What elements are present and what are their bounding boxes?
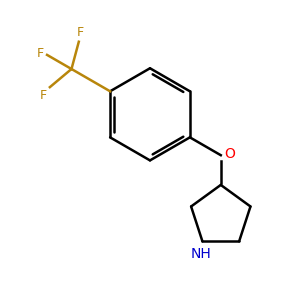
Text: F: F [77, 26, 84, 39]
Text: F: F [40, 88, 47, 102]
Text: F: F [36, 47, 43, 60]
Text: NH: NH [190, 247, 211, 261]
Text: O: O [224, 147, 235, 161]
